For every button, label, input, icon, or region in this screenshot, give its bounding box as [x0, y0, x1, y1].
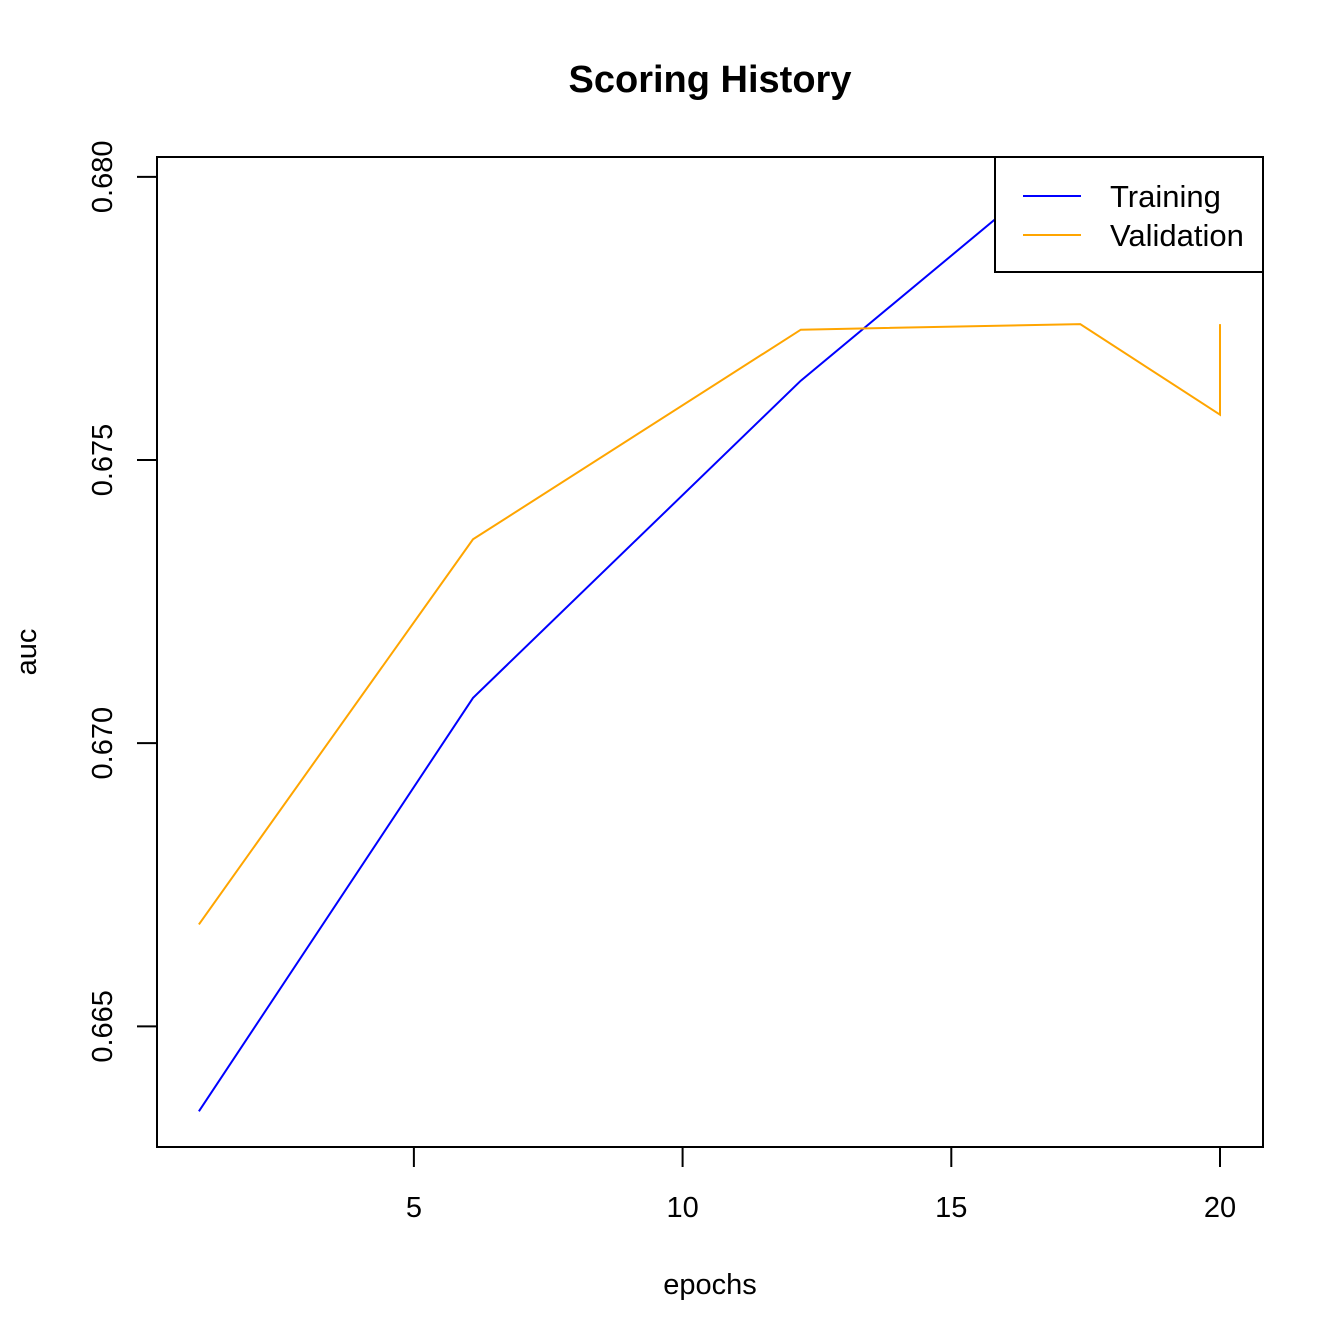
- legend-box: [994, 156, 1264, 273]
- x-tick-label: 15: [935, 1192, 967, 1224]
- x-axis: 5 10 15 20: [406, 1146, 1236, 1224]
- y-tick-label: 0.680: [87, 141, 119, 214]
- legend-label-validation: Validation: [1110, 218, 1244, 253]
- y-axis-title: auc: [11, 629, 43, 676]
- series-line-validation: [198, 323, 1221, 925]
- x-tick-label: 10: [666, 1192, 698, 1224]
- series-line-training: [198, 157, 1072, 1112]
- series-layer: [198, 157, 1221, 1112]
- plot-frame: [156, 156, 1264, 1148]
- y-tick-label: 0.665: [87, 990, 119, 1063]
- x-tick-label: 20: [1204, 1192, 1236, 1224]
- chart-title: Scoring History: [569, 59, 852, 101]
- y-tick-label: 0.675: [87, 424, 119, 497]
- x-tick-label: 5: [406, 1192, 422, 1224]
- x-axis-title: epochs: [663, 1269, 757, 1301]
- legend-label-training: Training: [1110, 179, 1221, 214]
- y-axis: 0.665 0.670 0.675 0.680: [87, 141, 158, 1063]
- legend: Training Validation: [994, 156, 1264, 273]
- y-tick-label: 0.670: [87, 707, 119, 780]
